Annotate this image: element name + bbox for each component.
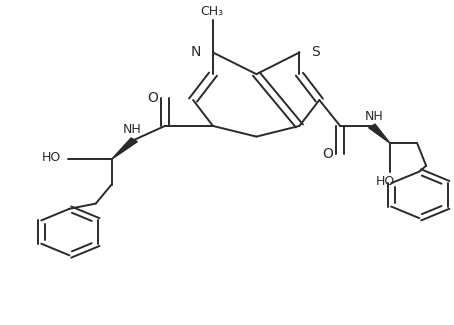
Text: S: S (311, 46, 320, 59)
Text: NH: NH (123, 123, 141, 136)
Text: NH: NH (365, 110, 384, 123)
Text: O: O (322, 147, 333, 161)
Text: HO: HO (42, 151, 61, 164)
Text: HO: HO (376, 176, 395, 188)
Text: O: O (147, 91, 158, 105)
Polygon shape (112, 138, 138, 159)
Text: CH₃: CH₃ (200, 5, 223, 18)
Polygon shape (369, 124, 390, 143)
Text: N: N (190, 46, 201, 59)
